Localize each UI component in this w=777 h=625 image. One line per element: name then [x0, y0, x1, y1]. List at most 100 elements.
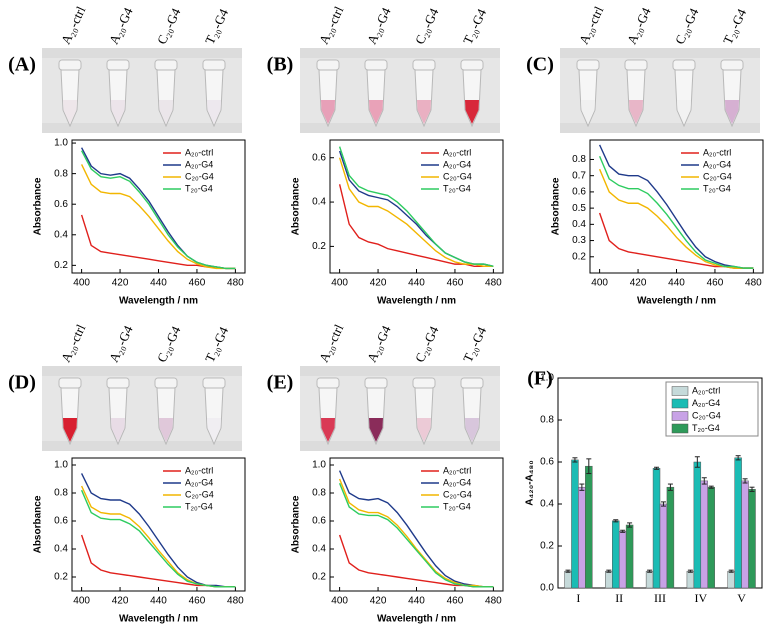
tube-liquid — [63, 100, 77, 124]
error-bar — [579, 483, 585, 491]
legend-label: A₂₀-G4 — [443, 159, 471, 169]
x-tick-label: 400 — [331, 596, 348, 607]
y-tick-label: 0.8 — [54, 488, 68, 499]
x-tick-label: 400 — [591, 278, 608, 289]
photo-label: T₂₀-G4 — [202, 6, 232, 47]
panel-label: (A) — [8, 54, 36, 76]
tube-liquid — [207, 418, 221, 442]
error-bar — [708, 485, 714, 489]
y-tick-label: 0.0 — [540, 583, 554, 594]
legend-label: C₂₀-G4 — [185, 171, 214, 181]
legend-label: A₂₀-G4 — [703, 159, 731, 169]
y-tick-label: 0.4 — [312, 197, 326, 208]
y-tick-label: 0.8 — [540, 415, 554, 426]
y-tick-label: 0.2 — [312, 241, 326, 252]
legend-label: C₂₀-G4 — [185, 489, 214, 499]
x-tick-label: 400 — [73, 596, 90, 607]
x-tick-label: V — [737, 591, 746, 605]
y-tick-label: 0.4 — [312, 544, 326, 555]
x-axis-label: Wavelength / nm — [377, 614, 456, 625]
x-tick-label: III — [654, 591, 666, 605]
photo-label: A₂₀-G4 — [364, 323, 394, 365]
y-axis-label: A₄₂₀-A₄₈₀ — [525, 460, 536, 505]
y-tick-label: 0.4 — [572, 219, 586, 230]
tube-liquid — [159, 418, 173, 442]
tube-liquid — [369, 100, 383, 124]
line — [80, 534, 236, 588]
legend-swatch — [671, 398, 689, 409]
x-tick-label: 460 — [447, 596, 464, 607]
y-tick-label: 0.8 — [54, 168, 68, 179]
y-tick-label: 1.0 — [312, 460, 326, 471]
x-axis-label: Wavelength / nm — [119, 296, 198, 307]
error-bar — [565, 569, 571, 573]
x-tick-label: 440 — [408, 596, 425, 607]
panel-label: (D) — [8, 372, 36, 394]
x-tick-label: IV — [694, 591, 707, 605]
bar — [748, 489, 756, 589]
legend-label: C₂₀-G4 — [443, 171, 472, 181]
photo-label: A₂₀-G4 — [106, 323, 136, 365]
photo-label: C₂₀-G4 — [412, 323, 442, 364]
photo-label: A₂₀-ctrl — [316, 321, 347, 364]
photo-label: A₂₀-G4 — [364, 5, 394, 47]
bar — [707, 486, 715, 589]
tube-cap — [58, 377, 82, 389]
photo-label: C₂₀-G4 — [412, 5, 442, 46]
x-tick-label: 440 — [668, 278, 685, 289]
legend-label: A₂₀-ctrl — [443, 147, 471, 157]
x-tick-label: 420 — [370, 596, 387, 607]
error-bar — [694, 456, 700, 468]
tube-cap — [460, 59, 484, 71]
x-tick-label: 440 — [150, 596, 167, 607]
error-bar — [660, 501, 666, 507]
y-axis-label: Absorbance — [551, 177, 562, 235]
tube-cap — [720, 59, 744, 71]
x-axis-label: Wavelength / nm — [637, 296, 716, 307]
x-tick-label: 420 — [370, 278, 387, 289]
error-bar — [687, 569, 693, 573]
tube-cap — [106, 59, 130, 71]
tube-cap — [364, 59, 388, 71]
photo-label: C₂₀-G4 — [672, 5, 702, 46]
photo-label: T₂₀-G4 — [202, 324, 232, 365]
bar — [693, 461, 702, 589]
line — [598, 155, 754, 269]
tube-cap — [460, 377, 484, 389]
x-tick-label: 400 — [73, 278, 90, 289]
y-tick-label: 0.6 — [312, 516, 326, 527]
plot-frame — [71, 457, 246, 592]
y-tick-label: 0.2 — [54, 572, 68, 583]
legend-label: T₂₀-G4 — [185, 501, 213, 511]
tube-cap — [364, 377, 388, 389]
error-bar — [606, 569, 612, 573]
photo-label: T₂₀-G4 — [460, 6, 490, 47]
y-axis-label: Absorbance — [291, 177, 302, 235]
line — [80, 164, 236, 270]
y-tick-label: 0.2 — [572, 251, 586, 262]
legend-swatch — [671, 423, 689, 434]
legend-label: C₂₀-G4 — [703, 171, 732, 181]
legend-swatch — [671, 411, 689, 421]
error-bar — [572, 457, 578, 463]
y-tick-label: 0.8 — [572, 154, 586, 165]
bar — [666, 486, 675, 589]
x-tick-label: 480 — [227, 596, 244, 607]
error-bar — [667, 483, 673, 491]
y-tick-label: 0.6 — [54, 516, 68, 527]
tube-cap — [316, 377, 340, 389]
tube-liquid — [111, 418, 125, 442]
x-tick-label: 420 — [112, 278, 129, 289]
tube-liquid — [321, 100, 335, 124]
bar — [727, 570, 735, 589]
tube-cap — [154, 377, 178, 389]
panel-label: (E) — [267, 372, 294, 394]
bar — [686, 570, 695, 589]
x-axis-label: Wavelength / nm — [377, 296, 456, 307]
y-tick-label: 1.0 — [540, 373, 554, 384]
x-tick-label: 440 — [150, 278, 167, 289]
y-axis-label: Absorbance — [33, 177, 44, 235]
line — [338, 146, 494, 268]
legend-label: C₂₀-G4 — [692, 410, 721, 420]
